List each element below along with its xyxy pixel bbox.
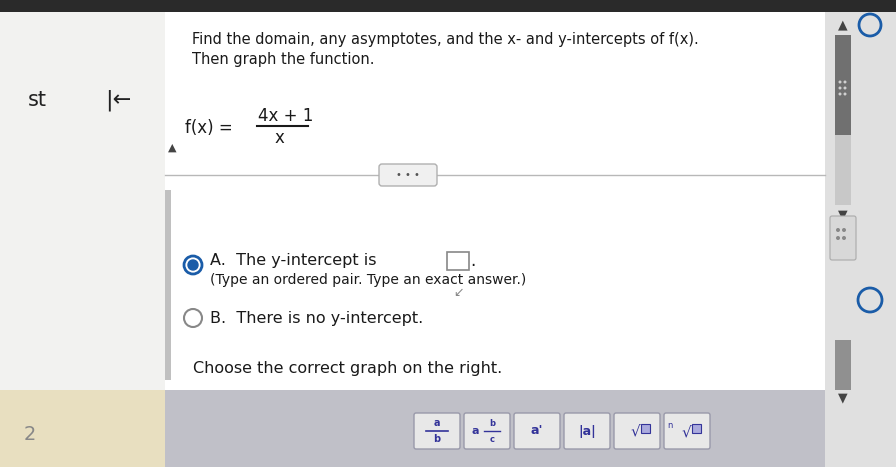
Text: Find the domain, any asymptotes, and the x- and y-intercepts of f(x).: Find the domain, any asymptotes, and the… bbox=[192, 32, 699, 47]
FancyBboxPatch shape bbox=[835, 35, 851, 205]
Circle shape bbox=[843, 92, 847, 95]
Text: √: √ bbox=[681, 425, 691, 439]
FancyBboxPatch shape bbox=[835, 340, 851, 390]
FancyBboxPatch shape bbox=[825, 12, 896, 467]
Text: ▼: ▼ bbox=[838, 208, 848, 221]
Text: Then graph the function.: Then graph the function. bbox=[192, 52, 375, 67]
Text: A.  The y-intercept is: A. The y-intercept is bbox=[210, 253, 376, 268]
FancyBboxPatch shape bbox=[614, 413, 660, 449]
Text: |a|: |a| bbox=[578, 425, 596, 438]
FancyBboxPatch shape bbox=[0, 12, 165, 467]
Text: • • •: • • • bbox=[396, 170, 420, 180]
Text: c: c bbox=[489, 434, 495, 444]
FancyBboxPatch shape bbox=[564, 413, 610, 449]
Circle shape bbox=[839, 86, 841, 90]
Text: n: n bbox=[668, 420, 673, 430]
Circle shape bbox=[842, 228, 846, 232]
Text: ▲: ▲ bbox=[168, 143, 177, 153]
Text: 2: 2 bbox=[24, 425, 36, 445]
Text: ▼: ▼ bbox=[838, 391, 848, 404]
FancyBboxPatch shape bbox=[447, 252, 469, 270]
Circle shape bbox=[836, 228, 840, 232]
Circle shape bbox=[839, 92, 841, 95]
Text: (Type an ordered pair. Type an exact answer.): (Type an ordered pair. Type an exact ans… bbox=[210, 273, 526, 287]
FancyBboxPatch shape bbox=[414, 413, 460, 449]
Text: |←: |← bbox=[105, 89, 131, 111]
FancyBboxPatch shape bbox=[692, 424, 701, 433]
FancyBboxPatch shape bbox=[514, 413, 560, 449]
Text: f(x) =: f(x) = bbox=[185, 119, 233, 137]
Circle shape bbox=[188, 260, 198, 270]
FancyBboxPatch shape bbox=[0, 390, 165, 467]
FancyBboxPatch shape bbox=[0, 0, 896, 12]
Text: √: √ bbox=[630, 424, 640, 439]
Circle shape bbox=[839, 80, 841, 84]
Text: a: a bbox=[434, 418, 440, 428]
Circle shape bbox=[843, 86, 847, 90]
Text: .: . bbox=[470, 252, 475, 270]
Text: a': a' bbox=[530, 425, 543, 438]
FancyBboxPatch shape bbox=[379, 164, 437, 186]
FancyBboxPatch shape bbox=[165, 190, 171, 380]
Text: st: st bbox=[28, 90, 47, 110]
Circle shape bbox=[843, 80, 847, 84]
Text: b: b bbox=[489, 419, 495, 429]
Text: a: a bbox=[471, 426, 478, 436]
Circle shape bbox=[842, 236, 846, 240]
FancyBboxPatch shape bbox=[835, 35, 851, 135]
Text: Choose the correct graph on the right.: Choose the correct graph on the right. bbox=[193, 361, 503, 375]
FancyBboxPatch shape bbox=[641, 424, 650, 433]
Text: ▲: ▲ bbox=[838, 19, 848, 31]
Text: ↙: ↙ bbox=[453, 285, 463, 298]
FancyBboxPatch shape bbox=[464, 413, 510, 449]
Circle shape bbox=[836, 236, 840, 240]
FancyBboxPatch shape bbox=[830, 216, 856, 260]
Text: x: x bbox=[275, 129, 285, 147]
FancyBboxPatch shape bbox=[165, 12, 825, 390]
Text: b: b bbox=[434, 434, 441, 444]
Text: 4x + 1: 4x + 1 bbox=[258, 107, 314, 125]
FancyBboxPatch shape bbox=[664, 413, 710, 449]
FancyBboxPatch shape bbox=[165, 390, 825, 467]
Text: B.  There is no y-intercept.: B. There is no y-intercept. bbox=[210, 311, 423, 325]
